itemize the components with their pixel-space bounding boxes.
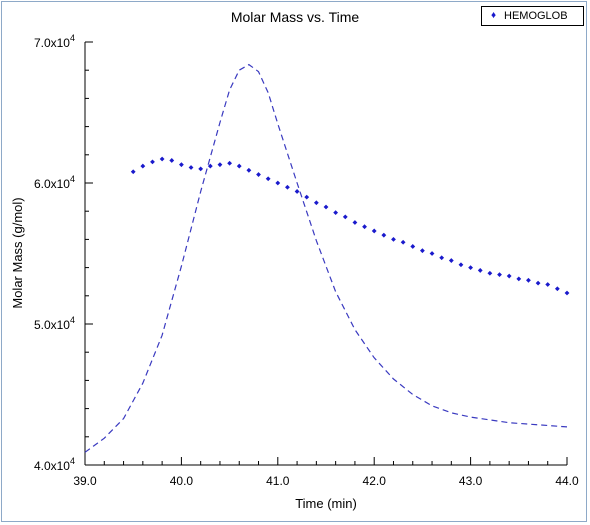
series-layer <box>84 63 570 453</box>
data-point <box>207 163 213 169</box>
data-point <box>169 158 175 163</box>
data-point <box>323 204 329 210</box>
data-point <box>227 160 232 166</box>
tick-labels: 39.0 40.0 41.0 42.0 43.0 44.0 4.0x104 5.0x104 6.… <box>34 33 579 488</box>
x-tick-label: 39.0 <box>73 474 97 488</box>
data-point <box>179 162 184 168</box>
data-point <box>477 268 483 273</box>
data-point <box>294 189 300 194</box>
data-point <box>526 277 531 283</box>
data-point <box>535 280 541 286</box>
data-point <box>564 290 570 296</box>
y-tick-label: 6.0x104 <box>34 174 75 191</box>
axis-ticks <box>84 41 568 466</box>
x-tick-label: 43.0 <box>459 474 483 488</box>
data-point <box>246 167 252 173</box>
y-axis-title: Molar Mass (g/mol) <box>10 197 25 308</box>
data-point <box>236 163 242 169</box>
data-point <box>285 184 290 190</box>
data-point <box>497 272 502 278</box>
data-point <box>140 163 146 169</box>
y-tick-label: 5.0x104 <box>34 315 75 332</box>
data-point <box>304 194 310 200</box>
data-point <box>410 244 416 249</box>
data-point <box>468 265 473 270</box>
x-tick-label: 42.0 <box>363 474 387 488</box>
data-point <box>381 232 387 238</box>
data-point <box>265 176 271 182</box>
x-axis-title: Time (min) <box>295 496 357 511</box>
data-point <box>362 224 367 230</box>
data-point <box>342 214 348 220</box>
x-tick-label: 41.0 <box>266 474 290 488</box>
legend: ♦ HEMOGLOB <box>481 6 584 26</box>
data-point <box>198 166 204 172</box>
data-point <box>150 159 155 165</box>
data-point <box>420 248 425 254</box>
data-point <box>448 258 454 263</box>
data-point <box>371 228 377 234</box>
data-point <box>458 262 464 268</box>
y-tick-label: 4.0x104 <box>34 456 75 473</box>
data-point <box>313 200 319 206</box>
data-point <box>516 276 522 282</box>
data-point <box>391 237 396 242</box>
data-point <box>400 239 406 245</box>
legend-label-hemoglob: HEMOGLOB <box>504 10 568 22</box>
y-tick-label: 7.0x104 <box>34 33 75 50</box>
data-point <box>439 255 445 261</box>
data-point <box>429 251 435 256</box>
data-point <box>352 220 358 225</box>
x-tick-label: 40.0 <box>170 474 194 488</box>
data-point <box>159 156 165 162</box>
data-point <box>130 169 136 175</box>
data-point <box>554 286 560 292</box>
data-point <box>487 270 493 276</box>
data-point <box>275 180 281 186</box>
data-point <box>545 282 551 287</box>
data-point <box>506 273 512 279</box>
legend-marker-hemoglob: ♦ <box>491 10 497 21</box>
plot-area <box>84 42 567 466</box>
data-point <box>188 165 194 170</box>
data-point <box>217 162 223 168</box>
data-point <box>333 210 339 216</box>
concentration-trace-dashed <box>84 63 568 453</box>
data-point <box>256 172 261 177</box>
x-tick-label: 44.0 <box>555 474 579 488</box>
chart-title: Molar Mass vs. Time <box>230 9 360 25</box>
